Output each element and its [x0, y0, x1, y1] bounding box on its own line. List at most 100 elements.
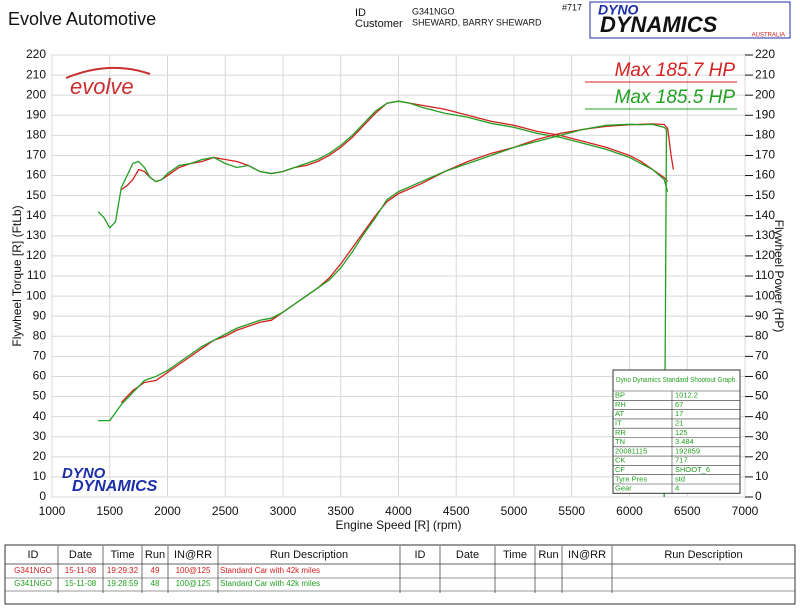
info-value: 21 — [675, 419, 683, 428]
table-header: Time — [110, 549, 134, 561]
max-annotation: Max 185.7 HP — [615, 60, 736, 81]
table-header: Date — [69, 549, 92, 561]
y2-tick-label: 190 — [755, 107, 775, 121]
x-tick-label: 2000 — [154, 504, 181, 518]
id-label: ID — [355, 7, 366, 19]
series-line — [120, 123, 675, 404]
footer-logo-top: DYNO — [62, 465, 106, 482]
table-header: IN@RR — [174, 549, 212, 561]
plot: 1000 1500 2000 2500 3000 3500 4000 4500 5000 5500… — [10, 47, 786, 532]
info-value: 1012.2 — [675, 391, 698, 400]
table-header: IN@RR — [568, 549, 606, 561]
run-table: ID Date Time Run IN@RR Run Description ID Date T… — [4, 544, 796, 605]
y-tick-label: 80 — [33, 328, 47, 342]
y-tick-label: 70 — [33, 349, 47, 363]
y-tick-label: 40 — [33, 409, 47, 423]
y-tick-label: 100 — [26, 288, 46, 302]
info-key: AT — [615, 409, 624, 418]
y2-tick-label: 50 — [755, 389, 769, 403]
y2-tick-label: 160 — [755, 168, 775, 182]
company-title: Evolve Automotive — [8, 9, 156, 29]
y-tick-label: 170 — [26, 148, 46, 162]
info-value: SHOOT_6 — [675, 465, 710, 474]
info-value: 3.484 — [675, 437, 694, 446]
info-value: 192859 — [675, 446, 700, 455]
y2-axis-label: Flywheel Power (HP) — [772, 220, 786, 333]
logo-box — [589, 1, 791, 39]
y-tick-label: 110 — [27, 268, 46, 282]
table-cell: G341NGO — [14, 566, 52, 575]
y2-tick-label: 0 — [755, 489, 762, 503]
y-tick-label: 90 — [33, 308, 47, 322]
y2-tick-label: 130 — [755, 228, 775, 242]
y-tick-label: 150 — [26, 188, 46, 202]
info-key: Gear — [615, 484, 632, 493]
y2-tick-label: 110 — [755, 268, 774, 282]
x-tick-label: 7000 — [732, 504, 759, 518]
x-tick-label: 2500 — [212, 504, 239, 518]
info-key: RR — [615, 428, 626, 437]
logo-main: DYNAMICS — [600, 12, 718, 37]
info-value: 67 — [675, 400, 683, 409]
table-cell: 100@125 — [176, 566, 211, 575]
y2-tick-label: 60 — [755, 369, 769, 383]
y-tick-label: 140 — [26, 208, 46, 222]
y2-tick-label: 220 — [755, 47, 775, 61]
y-tick-label: 160 — [26, 168, 46, 182]
info-title: Dyno Dynamics Standard Shootout Graph. — [616, 377, 737, 384]
footer-logo-main: DYNAMICS — [72, 478, 158, 495]
table-header: Run Description — [270, 549, 348, 561]
info-value: std — [675, 474, 685, 483]
table-cell: 48 — [151, 579, 160, 588]
table-cell: 19:29:32 — [107, 566, 139, 575]
info-key: TN — [615, 437, 625, 446]
y2-tick-label: 150 — [755, 188, 775, 202]
y2-tick-label: 180 — [755, 128, 775, 142]
max-annotation: Max 185.5 HP — [615, 87, 736, 108]
table-header: Run Description — [664, 549, 742, 561]
y2-tick-label: 200 — [755, 87, 775, 101]
y2-tick-label: 40 — [755, 409, 769, 423]
y-tick-label: 200 — [26, 87, 46, 101]
table-header: Run — [538, 549, 558, 561]
x-axis-label: Engine Speed [R] (rpm) — [335, 518, 461, 532]
table-header: Time — [503, 549, 527, 561]
info-frame — [612, 369, 741, 494]
table-cell: 19:28:59 — [107, 579, 139, 588]
y2-tick-label: 170 — [755, 148, 775, 162]
table-header: Date — [456, 549, 479, 561]
x-tick-label: 4500 — [443, 504, 470, 518]
brand-logo: evolve — [70, 74, 134, 99]
y-tick-label: 180 — [26, 128, 46, 142]
x-tick-label: 6500 — [674, 504, 701, 518]
x-tick-label: 6000 — [616, 504, 643, 518]
table-header: ID — [28, 549, 39, 561]
table-header: Run — [145, 549, 165, 561]
customer-label: Customer — [355, 18, 403, 30]
id-value: G341NGO — [412, 6, 455, 16]
y2-tick-label: 80 — [755, 328, 769, 342]
info-key: IT — [615, 419, 622, 428]
y-tick-label: 120 — [26, 248, 46, 262]
info-key: Tyre Pres — [615, 474, 647, 483]
x-tick-label: 5500 — [558, 504, 585, 518]
customer-value: SHEWARD, BARRY SHEWARD — [412, 17, 542, 27]
info-value: 717 — [675, 456, 688, 465]
y2-tick-label: 70 — [755, 349, 769, 363]
y-tick-label: 220 — [26, 47, 46, 61]
info-value: 4 — [675, 484, 679, 493]
x-tick-label: 3000 — [270, 504, 297, 518]
info-key: CK — [615, 456, 625, 465]
info-key: RH — [615, 400, 626, 409]
table-cell: Standard Car with 42k miles — [220, 566, 320, 575]
y2-tick-label: 120 — [755, 248, 775, 262]
info-key: 20081115 — [615, 446, 647, 455]
y2-tick-label: 140 — [755, 208, 775, 222]
y-tick-label: 130 — [26, 228, 46, 242]
brand-swoosh — [65, 66, 151, 79]
x-tick-label: 1000 — [39, 504, 66, 518]
x-tick-label: 5000 — [501, 504, 528, 518]
table-cell: 100@125 — [176, 579, 211, 588]
y-tick-label: 0 — [39, 489, 46, 503]
